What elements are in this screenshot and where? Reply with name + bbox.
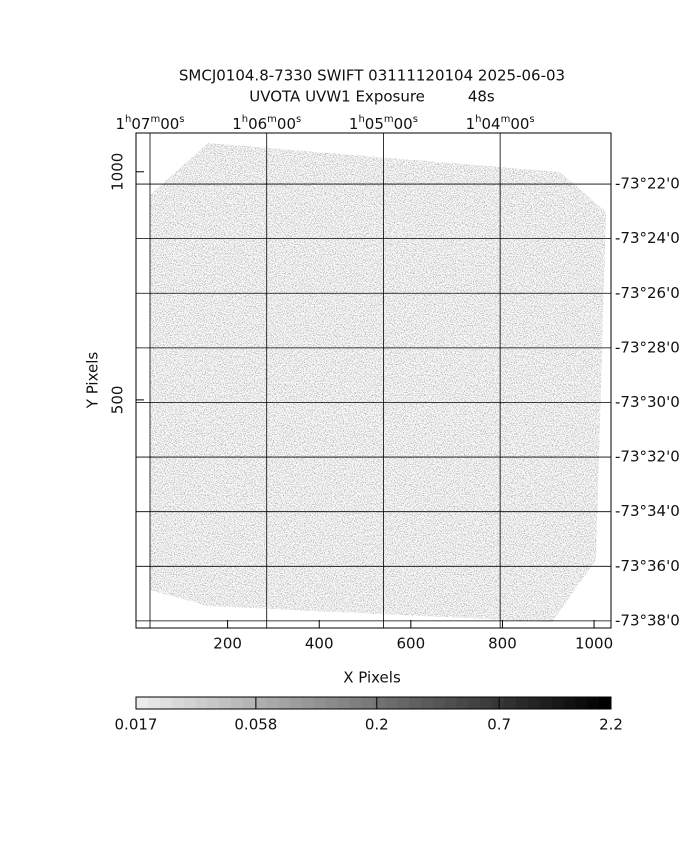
colorbar-step (183, 697, 196, 709)
colorbar-step (314, 697, 327, 709)
colorbar-step (278, 697, 291, 709)
y2-tick-label: -73°36'0 (615, 557, 680, 575)
colorbar-tick-label: 0.2 (365, 716, 389, 734)
colorbar-step (242, 697, 256, 709)
y2-tick-label: -73°24'0 (615, 229, 680, 247)
y-tick-label: 1000 (109, 153, 127, 191)
x2-tick-label: 1h05m00s (349, 114, 418, 133)
colorbar-step (551, 697, 564, 709)
colorbar-step (302, 697, 315, 709)
colorbar-step (171, 697, 184, 709)
colorbar-step (563, 697, 576, 709)
x-tick-label: 1000 (575, 635, 613, 653)
y2-tick-label: -73°30'0 (615, 393, 680, 411)
colorbar-step (444, 697, 458, 709)
colorbar-step (147, 697, 161, 709)
sky-image (150, 143, 606, 622)
y2-tick-label: -73°38'0 (615, 611, 680, 629)
colorbar-step (349, 697, 363, 709)
x-tick-label: 600 (397, 635, 426, 653)
colorbar-step (480, 697, 493, 709)
colorbar-step (397, 697, 410, 709)
x2-tick-label: 1h06m00s (232, 114, 301, 133)
colorbar-step (516, 697, 529, 709)
colorbar-tick-label: 0.017 (115, 716, 158, 734)
colorbar-tick-label: 0.7 (487, 716, 511, 734)
x-tick-label: 200 (213, 635, 242, 653)
y2-tick-label: -73°26'0 (615, 284, 680, 302)
chart-subtitle: UVOTA UVW1 Exposure 48s (249, 88, 495, 106)
colorbar-tick-label: 0.058 (234, 716, 277, 734)
colorbar-step (575, 697, 588, 709)
colorbar-step (492, 697, 505, 709)
y-tick-label: 500 (109, 386, 127, 415)
colorbar-step (219, 697, 232, 709)
colorbar-step (527, 697, 541, 709)
x-axis-label: X Pixels (343, 669, 401, 687)
y2-tick-label: -73°34'0 (615, 502, 680, 520)
colorbar-step (326, 697, 339, 709)
colorbar-step (468, 697, 481, 709)
y2-tick-label: -73°28'0 (615, 338, 680, 356)
colorbar-step (504, 697, 517, 709)
colorbar-step (539, 697, 553, 709)
x-tick-label: 400 (305, 635, 334, 653)
x-tick-label: 800 (488, 635, 517, 653)
plot-frame (135, 132, 612, 629)
colorbar-step (432, 697, 446, 709)
colorbar-step (385, 697, 398, 709)
colorbar-step (254, 697, 268, 709)
y2-tick-label: -73°22'0 (615, 175, 680, 193)
colorbar-step (421, 697, 434, 709)
y2-tick-label: -73°32'0 (615, 448, 680, 466)
colorbar-step (159, 697, 173, 709)
colorbar-step (361, 697, 374, 709)
colorbar-step (373, 697, 386, 709)
colorbar-step (409, 697, 422, 709)
chart-title: SMCJ0104.8-7330 SWIFT 03111120104 2025-0… (179, 67, 565, 85)
colorbar-step (290, 697, 303, 709)
y-axis-label: Y Pixels (84, 352, 102, 410)
colorbar-step (136, 697, 149, 709)
colorbar-step (337, 697, 351, 709)
x2-tick-label: 1h04m00s (466, 114, 535, 133)
x2-tick-label: 1h07m00s (115, 114, 184, 133)
colorbar-step (599, 697, 612, 709)
colorbar-step (587, 697, 600, 709)
colorbar-step (456, 697, 469, 709)
colorbar-step (207, 697, 220, 709)
colorbar-step (266, 697, 279, 709)
colorbar-step (195, 697, 208, 709)
colorbar-tick-label: 2.2 (599, 716, 623, 734)
colorbar-step (231, 697, 244, 709)
